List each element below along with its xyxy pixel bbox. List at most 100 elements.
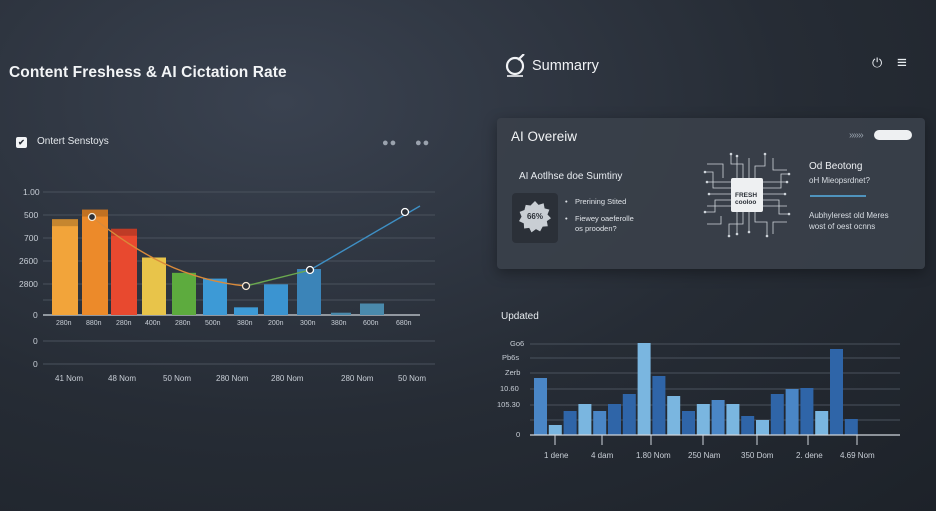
x-tick-lower: 280 Nom <box>216 374 249 383</box>
bar <box>297 269 321 315</box>
bar <box>593 411 607 435</box>
bar <box>534 378 547 435</box>
line-point <box>400 207 410 217</box>
bullet-text: Fiewey oaeferolle <box>575 214 634 223</box>
bar <box>682 411 695 435</box>
x-tick-lower: 280 Nom <box>341 374 374 383</box>
x-tick: 4.69 Nom <box>840 451 875 460</box>
bar <box>142 257 166 315</box>
bar <box>815 411 829 435</box>
chevrons-icon[interactable]: »»» <box>849 130 864 141</box>
card-title: AI Overeiw <box>511 129 578 144</box>
bullet-text: os prooden? <box>575 224 617 233</box>
bar <box>622 394 636 435</box>
x-tick: 380n <box>331 320 347 327</box>
badge-percent: 66% <box>526 212 543 221</box>
y-tick: 1.00 <box>23 187 40 197</box>
x-tick: 1.80 Nom <box>636 451 671 460</box>
bar <box>563 411 577 435</box>
bar <box>652 376 666 435</box>
power-icon[interactable]: ⏻ <box>872 55 883 70</box>
x-tick: 300n <box>300 320 316 327</box>
bar <box>756 420 769 435</box>
x-tick: 1 dene <box>544 451 569 460</box>
page-title: Content Freshess & AI Cictation Rate <box>9 64 287 81</box>
bar-cap <box>82 209 108 217</box>
bar <box>264 284 288 315</box>
bar <box>360 303 384 315</box>
x-tick: 880n <box>86 320 102 327</box>
x-tick: 280n <box>116 320 132 327</box>
y-tick: 0 <box>33 359 38 369</box>
right-title: Od Beotong <box>809 161 863 172</box>
bar <box>785 389 799 435</box>
accent-line <box>810 195 866 197</box>
bar <box>578 404 592 435</box>
x-tick: 200n <box>268 320 284 327</box>
x-tick: 400n <box>145 320 161 327</box>
bar <box>696 404 710 435</box>
x-tick: 680n <box>396 320 412 327</box>
y-tick: 500 <box>24 210 39 220</box>
chip-label: FRESH <box>735 192 758 199</box>
bar <box>234 307 258 315</box>
summary-heading: AI Aotlhse doe Sumtiny <box>519 171 623 182</box>
bar-cap <box>111 228 137 236</box>
y-tick: 0 <box>33 336 38 346</box>
freshness-badge: 66% <box>512 193 558 243</box>
summary-title: Summarry <box>532 58 599 74</box>
line-point <box>241 281 251 291</box>
x-tick-lower: 50 Nom <box>163 374 192 383</box>
y-tick: Go6 <box>510 339 525 348</box>
bullet-icon: • <box>565 214 568 223</box>
y-tick: 10.60 <box>500 384 519 393</box>
bullet-icon: • <box>565 197 568 206</box>
x-tick-lower: 280 Nom <box>271 374 304 383</box>
x-tick: 600n <box>363 320 379 327</box>
bar <box>637 343 651 435</box>
x-tick: 250 Nam <box>688 451 721 460</box>
x-tick: 2. dene <box>796 451 823 460</box>
check-icon[interactable]: ✔ <box>16 137 27 148</box>
bullet-text: Prerining Stited <box>575 197 627 206</box>
bar <box>172 272 196 315</box>
bar <box>830 349 843 435</box>
x-tick-lower: 48 Nom <box>108 374 137 383</box>
x-tick: 380n <box>237 320 253 327</box>
y-tick: 700 <box>24 233 39 243</box>
circle-arrow-logo-icon <box>505 54 525 77</box>
y-tick: Zerb <box>505 368 521 377</box>
y-tick: 105.30 <box>497 400 520 409</box>
right-subtitle: oH Mieopsrdnet? <box>809 176 870 185</box>
y-tick: Pb6s <box>502 353 520 362</box>
bar <box>52 219 78 315</box>
menu-icon[interactable]: ≡ <box>897 53 907 72</box>
x-tick: 4 dam <box>591 451 614 460</box>
chip-label: cooloo <box>735 199 757 206</box>
x-tick-lower: 50 Nom <box>398 374 427 383</box>
bar <box>800 388 814 435</box>
bar <box>111 228 137 315</box>
y-tick: 2800 <box>19 279 38 289</box>
line-point <box>305 265 315 275</box>
bar <box>711 400 725 435</box>
more-dots-icon[interactable]: ●● <box>382 137 398 149</box>
more-dots-icon-2[interactable]: ●● <box>415 137 431 149</box>
bar <box>770 394 784 435</box>
toggle-pill[interactable] <box>874 130 912 140</box>
bar <box>844 419 858 435</box>
bar-cap <box>52 219 78 227</box>
bar <box>667 396 681 435</box>
x-tick: 280n <box>175 320 191 327</box>
bar <box>548 425 562 435</box>
bar <box>726 404 740 435</box>
x-tick: 280n <box>56 320 72 327</box>
x-tick-lower: 41 Nom <box>55 374 84 383</box>
updated-title: Updated <box>501 311 539 322</box>
right-body: Aubhylerest old Meres <box>809 211 889 220</box>
bar <box>203 278 227 315</box>
bar <box>331 312 351 315</box>
x-tick: 350 Dom <box>741 451 774 460</box>
circuit-chip-icon <box>703 152 791 238</box>
